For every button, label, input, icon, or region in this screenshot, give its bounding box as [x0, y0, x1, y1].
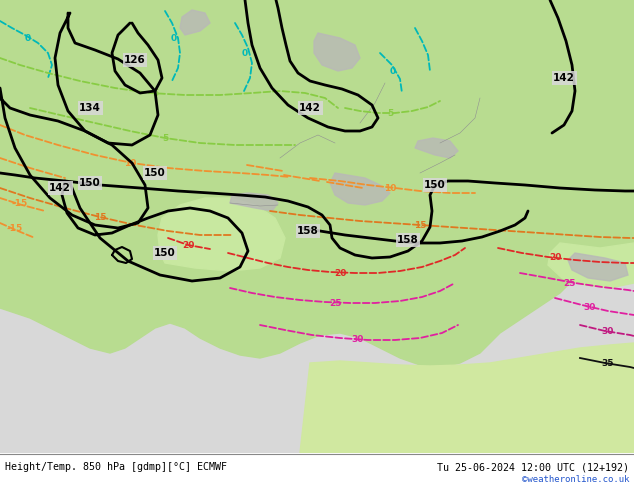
- Text: 142: 142: [553, 73, 575, 83]
- Polygon shape: [415, 138, 458, 158]
- Text: -15: -15: [7, 223, 23, 232]
- Text: 25: 25: [329, 298, 341, 308]
- Polygon shape: [230, 193, 278, 211]
- Text: 35: 35: [602, 359, 614, 368]
- Text: 5: 5: [162, 133, 168, 143]
- Text: 150: 150: [144, 168, 166, 178]
- Polygon shape: [158, 198, 285, 271]
- Text: 158: 158: [297, 226, 319, 236]
- Polygon shape: [300, 343, 634, 453]
- Text: 30: 30: [584, 302, 596, 312]
- Text: 10: 10: [384, 183, 396, 193]
- Text: 0: 0: [171, 33, 177, 43]
- Text: 0: 0: [25, 33, 31, 43]
- Text: 25: 25: [564, 278, 576, 288]
- Text: 5: 5: [387, 108, 393, 118]
- Text: 158: 158: [397, 235, 419, 245]
- Text: Tu 25-06-2024 12:00 UTC (12+192): Tu 25-06-2024 12:00 UTC (12+192): [437, 462, 629, 472]
- Text: 30: 30: [352, 336, 364, 344]
- Polygon shape: [330, 173, 390, 205]
- Text: 0: 0: [390, 67, 396, 75]
- Text: 30: 30: [602, 326, 614, 336]
- Text: ©weatheronline.co.uk: ©weatheronline.co.uk: [522, 475, 629, 485]
- Polygon shape: [0, 0, 634, 368]
- Polygon shape: [314, 33, 360, 71]
- Text: -15: -15: [12, 198, 28, 207]
- Polygon shape: [305, 0, 450, 113]
- Text: 150: 150: [154, 248, 176, 258]
- Text: 15: 15: [94, 213, 107, 221]
- Polygon shape: [175, 18, 225, 73]
- Polygon shape: [548, 243, 634, 288]
- Text: 20: 20: [334, 269, 346, 277]
- Polygon shape: [155, 31, 180, 58]
- Text: 20: 20: [182, 241, 194, 249]
- Text: 142: 142: [299, 103, 321, 113]
- Text: 0: 0: [242, 49, 248, 57]
- Text: 134: 134: [79, 103, 101, 113]
- Text: 150: 150: [79, 178, 101, 188]
- Text: 5: 5: [152, 89, 158, 98]
- Text: 20: 20: [549, 253, 561, 263]
- Polygon shape: [405, 213, 480, 271]
- Text: 10: 10: [124, 158, 136, 168]
- Text: Height/Temp. 850 hPa [gdmp][°C] ECMWF: Height/Temp. 850 hPa [gdmp][°C] ECMWF: [5, 462, 227, 472]
- Polygon shape: [180, 10, 210, 35]
- Polygon shape: [322, 183, 378, 255]
- Text: 142: 142: [49, 183, 71, 193]
- Text: 15: 15: [414, 220, 426, 229]
- Text: 150: 150: [424, 180, 446, 190]
- Text: 126: 126: [124, 55, 146, 65]
- Polygon shape: [568, 253, 628, 281]
